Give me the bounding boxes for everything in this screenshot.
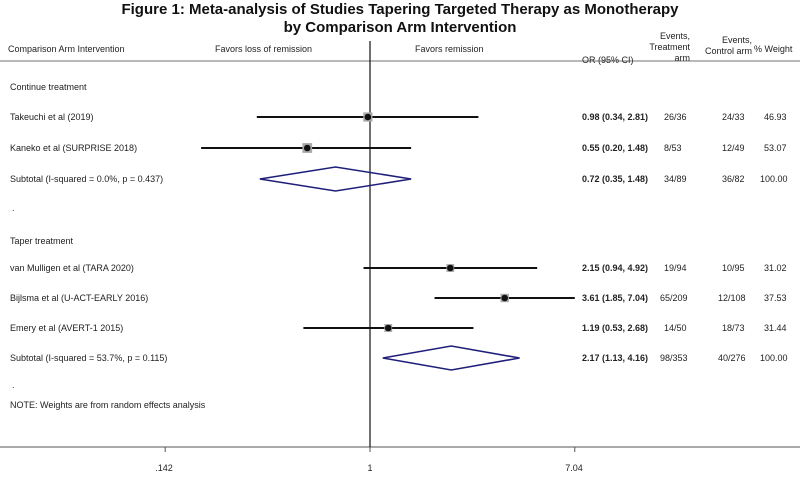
plot-marks <box>164 112 576 452</box>
study-label: Kaneko et al (SURPRISE 2018) <box>10 143 138 153</box>
or-ci-value: 1.19 (0.53, 2.68) <box>582 323 649 333</box>
events-treatment: 98/353 <box>660 353 688 363</box>
x-tick-label: .142 <box>155 463 173 473</box>
subtotal-label: Subtotal (I-squared = 0.0%, p = 0.437) <box>10 174 164 184</box>
header-weight: % Weight <box>754 44 793 54</box>
events-control: 24/33 <box>722 112 745 122</box>
events-treatment: 19/94 <box>664 263 687 273</box>
header-favors-right: Favors remission <box>415 44 484 54</box>
point-estimate-dot <box>447 264 454 272</box>
events-treatment: 34/89 <box>664 174 687 184</box>
weight-value: 37.53 <box>764 293 787 303</box>
weight-value: 31.44 <box>764 323 787 333</box>
events-control: 40/276 <box>718 353 746 363</box>
events-treatment: 65/209 <box>660 293 688 303</box>
point-estimate-dot <box>303 144 311 152</box>
or-ci-value: 0.55 (0.20, 1.48) <box>582 143 649 153</box>
events-control: 36/82 <box>722 174 745 184</box>
weight-value: 53.07 <box>764 143 787 153</box>
events-treatment: 14/50 <box>664 323 687 333</box>
study-label: van Mulligen et al (TARA 2020) <box>10 263 134 273</box>
header-events-control: Events, Control arm <box>704 35 752 56</box>
study-label: Bijlsma et al (U-ACT-EARLY 2016) <box>10 293 149 303</box>
weight-value: 100.00 <box>760 174 788 184</box>
or-ci-value: 2.15 (0.94, 4.92) <box>582 263 649 273</box>
subtotal-diamond <box>382 345 520 371</box>
weight-value: 46.93 <box>764 112 787 122</box>
events-control: 12/49 <box>722 143 745 153</box>
point-estimate-dot <box>364 113 372 121</box>
header-favors-left: Favors loss of remission <box>215 44 313 54</box>
study-label: Emery et al (AVERT-1 2015) <box>10 323 124 333</box>
figure-title-line2: by Comparison Arm Intervention <box>283 19 517 36</box>
group-label-taper: Taper treatment <box>10 236 74 246</box>
header-or-ci: OR (95% CI) <box>582 55 634 65</box>
dot-separator: . <box>12 380 15 390</box>
note-text: NOTE: Weights are from random effects an… <box>10 400 206 410</box>
or-ci-value: 0.72 (0.35, 1.48) <box>582 174 649 184</box>
x-tick-label: 1 <box>367 463 373 473</box>
or-ci-value: 0.98 (0.34, 2.81) <box>582 112 649 122</box>
events-control: 18/73 <box>722 323 745 333</box>
events-treatment: 8/53 <box>664 143 682 153</box>
group-label-continue: Continue treatment <box>10 82 87 92</box>
subtotal-diamond <box>259 166 412 192</box>
events-treatment: 26/36 <box>664 112 687 122</box>
study-label: Takeuchi et al (2019) <box>10 112 94 122</box>
or-ci-value: 2.17 (1.13, 4.16) <box>582 353 649 363</box>
x-tick-label: 7.04 <box>565 463 583 473</box>
point-estimate-dot <box>501 294 508 302</box>
header-study: Comparison Arm Intervention <box>8 44 125 54</box>
dot-separator: . <box>12 203 15 213</box>
header-events-treatment: Events, Treatment arm <box>649 31 690 63</box>
weight-value: 100.00 <box>760 353 788 363</box>
figure-title-line1: Figure 1: Meta-analysis of Studies Taper… <box>121 1 679 18</box>
weight-value: 31.02 <box>764 263 787 273</box>
or-ci-value: 3.61 (1.85, 7.04) <box>582 293 649 303</box>
subtotal-label: Subtotal (I-squared = 53.7%, p = 0.115) <box>10 353 168 363</box>
point-estimate-dot <box>384 324 392 332</box>
events-control: 10/95 <box>722 263 745 273</box>
events-control: 12/108 <box>718 293 746 303</box>
